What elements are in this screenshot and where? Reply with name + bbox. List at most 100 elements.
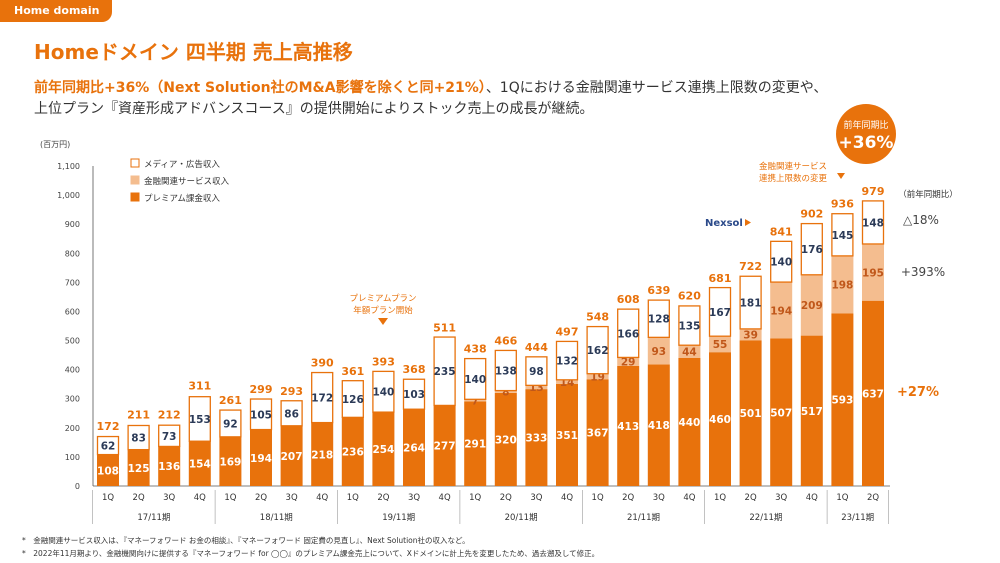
label-media: 135 [678, 321, 700, 333]
period-label: 18/11期 [260, 513, 293, 523]
label-finance: 55 [713, 339, 728, 351]
yoy-media: △18% [903, 213, 939, 227]
domain-tag: Home domain [0, 0, 112, 22]
label-total: 639 [647, 284, 670, 297]
label-premium: 460 [709, 414, 731, 426]
label-total: 936 [831, 198, 854, 211]
label-premium: 367 [587, 428, 609, 440]
y-tick-label: 800 [65, 249, 80, 258]
bar-premium [311, 422, 334, 486]
y-tick-label: 0 [75, 482, 80, 491]
label-total: 261 [219, 394, 242, 407]
bar-finance [464, 399, 487, 402]
label-finance: 194 [770, 305, 792, 317]
label-total: 172 [97, 420, 120, 433]
yoy-finance: +393% [901, 265, 945, 279]
x-tick-label: 2Q [745, 493, 757, 503]
label-premium: 125 [128, 463, 150, 475]
y-tick-label: 1,100 [57, 162, 80, 171]
period-label: 17/11期 [137, 513, 170, 523]
bar-media [372, 370, 395, 413]
x-tick-label: 4Q [806, 493, 818, 503]
footnote-2: * 2022年11月期より、金融機関向けに提供する『マネーフォワード for ◯… [22, 549, 600, 558]
bar-premium [647, 364, 670, 486]
label-total: 438 [464, 343, 487, 356]
y-tick-label: 100 [65, 453, 80, 462]
bar-premium [372, 412, 395, 486]
label-premium: 413 [617, 421, 639, 433]
label-media: 62 [101, 441, 116, 453]
label-total: 902 [800, 208, 823, 221]
yoy-badge: 前年同期比 +36% [836, 104, 896, 164]
label-media: 162 [587, 345, 609, 357]
label-premium: 291 [464, 439, 486, 451]
label-finance: 29 [621, 357, 636, 369]
label-finance: 39 [743, 330, 758, 342]
annotation-finance-line1: 金融関連サービス [759, 161, 827, 172]
x-tick-label: 1Q [469, 493, 481, 503]
x-tick-label: 4Q [561, 493, 573, 503]
label-total: 211 [127, 409, 150, 422]
bar-premium [556, 383, 578, 486]
y-unit-label: (百万円) [40, 140, 70, 149]
label-total: 681 [709, 272, 732, 285]
annotation-premium-arrow [378, 318, 388, 325]
label-media: 140 [372, 387, 394, 399]
label-media: 181 [740, 298, 762, 310]
bar-media [188, 396, 211, 442]
label-finance: 93 [651, 346, 666, 358]
bar-premium [188, 441, 211, 486]
bar-media [280, 400, 303, 427]
x-tick-label: 1Q [714, 493, 726, 503]
x-tick-label: 2Q [622, 493, 634, 503]
bar-finance [831, 255, 854, 314]
label-total: 299 [250, 383, 273, 396]
legend-label: プレミアム課金収入 [144, 193, 220, 204]
label-finance: 8 [502, 387, 509, 399]
label-media: 98 [529, 366, 544, 378]
legend-swatch [130, 192, 140, 202]
bar-premium [617, 365, 640, 486]
label-media: 128 [648, 314, 670, 326]
page-title: Homeドメイン 四半期 売上高推移 [34, 40, 353, 64]
bar-premium [862, 300, 884, 486]
x-tick-label: 1Q [592, 493, 604, 503]
label-premium: 194 [250, 453, 272, 465]
x-tick-label: 1Q [836, 493, 848, 503]
bar-premium [709, 352, 731, 486]
footnote-1: * 金融関連サービス収入は、『マネーフォワード お金の相談』、『マネーフォワード… [22, 536, 470, 545]
label-total: 841 [770, 225, 793, 238]
x-tick-label: 3Q [530, 493, 542, 503]
label-premium: 169 [219, 456, 241, 468]
bar-premium [219, 436, 242, 486]
label-total: 390 [311, 357, 334, 370]
label-total: 511 [433, 321, 456, 334]
x-tick-label: 3Q [286, 493, 298, 503]
bar-media [770, 240, 793, 283]
legend-swatch [130, 158, 140, 168]
label-media: 145 [831, 230, 853, 242]
label-media: 166 [617, 328, 639, 340]
period-label: 21/11期 [627, 513, 660, 523]
y-tick-label: 600 [65, 307, 80, 316]
label-media: 153 [189, 414, 211, 426]
label-media: 86 [284, 408, 299, 420]
x-tick-label: 1Q [347, 493, 359, 503]
bar-media [158, 424, 181, 448]
bar-media [341, 380, 364, 418]
bar-premium [464, 401, 487, 486]
label-finance: 44 [682, 347, 697, 359]
label-media: 167 [709, 307, 731, 319]
bar-media [127, 424, 150, 451]
label-finance: 195 [862, 267, 884, 279]
bar-premium [97, 454, 119, 486]
y-tick-label: 700 [65, 278, 80, 287]
legend-label: メディア・広告収入 [144, 159, 220, 170]
label-total: 293 [280, 385, 303, 398]
bar-premium [525, 389, 548, 486]
bar-premium [586, 379, 609, 486]
label-media: 138 [495, 366, 517, 378]
bar-media [586, 325, 609, 375]
label-premium: 333 [525, 433, 547, 445]
yoy-premium: +27% [897, 385, 939, 400]
